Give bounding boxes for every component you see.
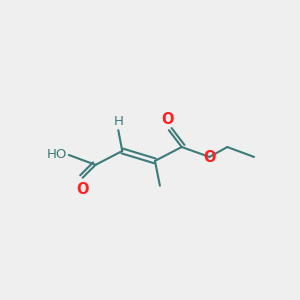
Text: HO: HO: [46, 148, 67, 161]
Text: H: H: [113, 115, 123, 128]
Text: O: O: [203, 150, 216, 165]
Text: O: O: [162, 112, 174, 127]
Text: O: O: [76, 182, 89, 197]
